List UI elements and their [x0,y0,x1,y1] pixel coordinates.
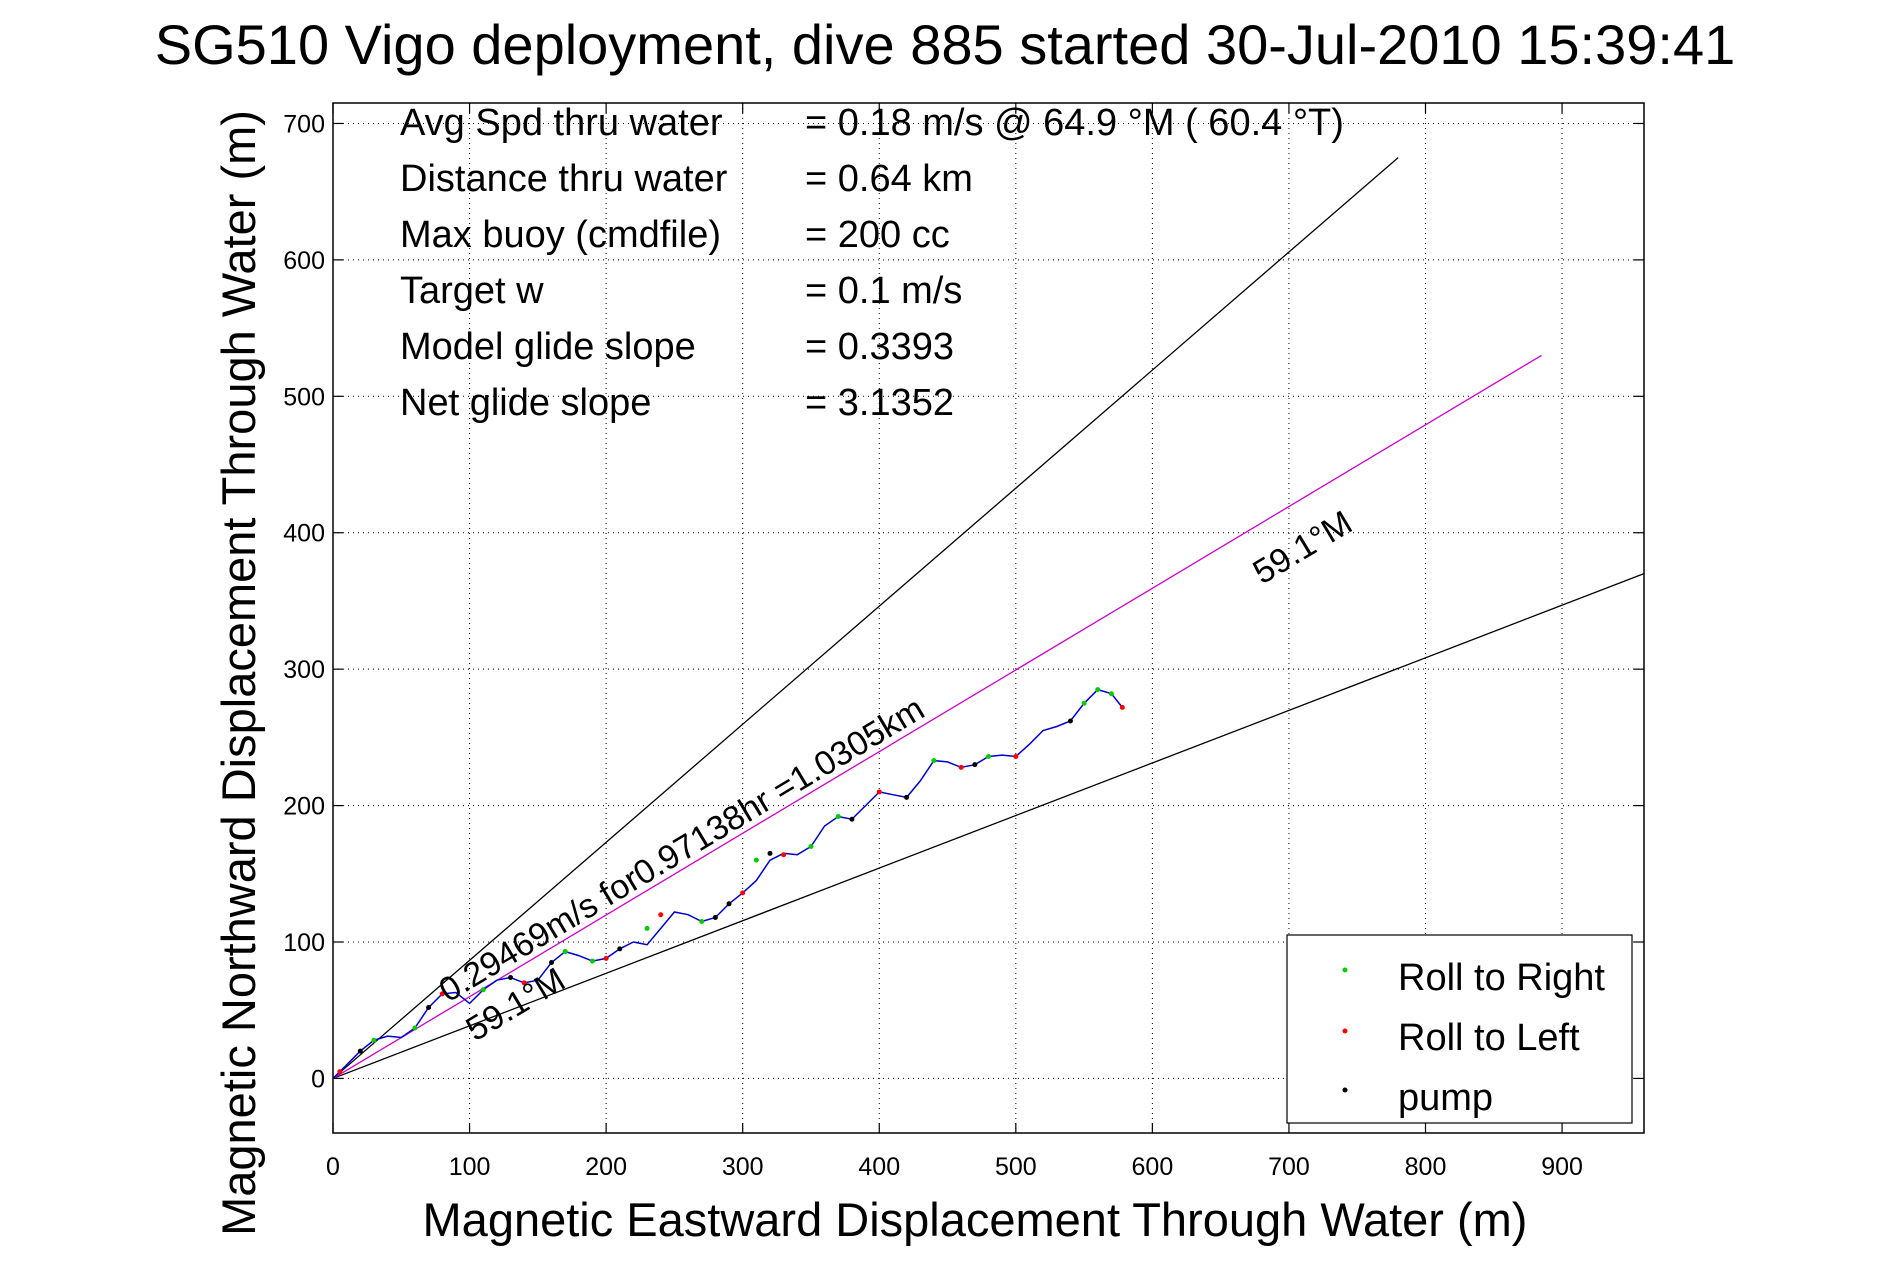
x-tick-label: 800 [1405,1153,1447,1181]
lower-bound-line [332,573,1645,1080]
marker-roll-to-right [480,987,486,993]
marker-roll-to-right [1081,700,1087,706]
marker-pump [904,794,910,800]
x-axis-label: Magnetic Eastward Displacement Through W… [423,1193,1528,1246]
marker-roll-to-right [1108,691,1114,697]
marker-roll-to-right [986,753,991,759]
x-tick-label: 700 [1268,1153,1310,1181]
y-tick-label: 500 [283,383,325,411]
marker-roll-to-right [835,813,841,819]
x-tick-label: 100 [449,1153,491,1181]
info-block: Avg Spd thru water = 0.18 m/s @ 64.9 °M (… [400,102,1344,424]
marker-roll-to-right [562,949,568,955]
y-tick-label: 0 [311,1065,325,1093]
marker-roll-to-left [1013,753,1019,759]
legend-label-pump: pump [1398,1077,1493,1119]
annotation-heading-upper: 59.1°M [1247,504,1359,592]
info-label: Target w [400,270,544,312]
reference-lines [332,157,1645,1080]
marker-roll-to-right [753,857,759,863]
info-value: = 0.1 m/s [805,270,962,312]
track-line [332,688,1123,1079]
grid [333,103,1644,1133]
legend-label-roll-left: Roll to Left [1398,1017,1580,1059]
annotation-current: 0.29469m/s for0.97138hr =1.0305km [433,690,931,1010]
marker-roll-to-left [603,955,609,961]
y-tick-label: 700 [283,110,325,138]
marker-roll-to-left [876,789,882,795]
legend: Roll to Right Roll to Left pump [1286,934,1633,1124]
x-tick-label: 900 [1541,1153,1583,1181]
marker-pump [849,816,855,822]
legend-label-roll-right: Roll to Right [1398,957,1605,999]
marker-roll-to-left [439,991,445,997]
y-ticks: 0 100 200 300 400 500 600 700 [283,110,1644,1093]
marker-roll-to-right [1095,687,1101,693]
legend-marker-pump [1342,1087,1348,1093]
marker-roll-to-right [589,958,595,964]
x-ticks: 0 100 200 300 400 500 600 700 800 900 [326,103,1583,1181]
x-tick-label: 0 [326,1153,340,1181]
info-label: Model glide slope [400,326,696,368]
marker-pump [549,959,554,965]
marker-pump [426,1004,432,1010]
marker-roll-to-left [781,852,787,858]
info-label: Net glide slope [400,382,651,424]
marker-pump [712,914,718,920]
info-label: Distance thru water [400,158,728,200]
marker-roll-to-left [958,764,964,770]
marker-roll-to-right [644,925,650,931]
x-tick-label: 600 [1132,1153,1174,1181]
marker-pump [1067,718,1073,724]
marker-pump [357,1048,363,1054]
marker-pump [726,901,732,907]
marker-roll-to-right [371,1037,377,1043]
y-axis-label: Magnetic Northward Displacement Through … [212,110,265,1236]
heading-line-line [332,354,1542,1079]
marker-pump [508,974,514,980]
legend-marker-roll-left [1342,1028,1348,1034]
marker-roll-to-right [931,758,937,764]
marker-roll-to-left [658,912,664,918]
marker-roll-to-right [412,1025,418,1031]
info-value: = 0.64 km [805,158,973,200]
y-tick-label: 600 [283,247,325,275]
legend-marker-roll-right [1342,967,1348,973]
marker-roll-to-left [337,1069,343,1075]
plot-frame [332,102,1645,1134]
y-tick-label: 100 [283,929,325,957]
chart-title: SG510 Vigo deployment, dive 885 started … [155,13,1736,76]
marker-pump [972,762,978,768]
x-tick-label: 500 [995,1153,1037,1181]
y-tick-label: 400 [283,520,325,548]
y-tick-label: 300 [283,656,325,684]
x-tick-label: 400 [858,1153,900,1181]
marker-roll-to-left [521,980,527,986]
marker-roll-to-left [740,890,746,896]
x-tick-label: 200 [585,1153,627,1181]
info-value: = 0.18 m/s @ 64.9 °M ( 60.4 °T) [805,102,1344,144]
info-label: Max buoy (cmdfile) [400,214,721,256]
y-tick-label: 200 [283,793,325,821]
marker-pump [617,946,623,952]
marker-roll-to-right [808,844,814,850]
info-value: = 200 cc [805,214,950,256]
upper-bound-line [332,157,1399,1079]
marker-pump [767,850,773,856]
marker-roll-to-left [1119,704,1125,710]
x-tick-label: 300 [722,1153,764,1181]
track [332,688,1123,1079]
info-value: = 0.3393 [805,326,954,368]
marker-roll-to-right [699,919,705,925]
markers [337,687,1125,1075]
